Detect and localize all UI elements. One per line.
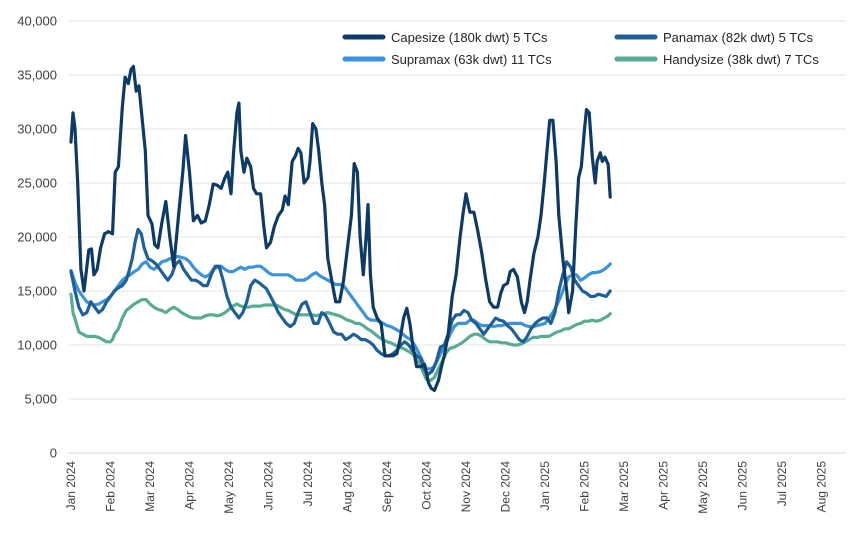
legend-label-supramax: Supramax (63k dwt) 11 TCs xyxy=(391,52,552,67)
y-tick-label: 20,000 xyxy=(17,230,57,245)
legend-item-handysize: Handysize (38k dwt) 7 TCs xyxy=(614,52,819,67)
x-tick-label: Feb 2024 xyxy=(104,461,118,512)
x-tick-label: Nov 2024 xyxy=(459,461,473,513)
legend-label-capesize: Capesize (180k dwt) 5 TCs xyxy=(391,30,548,45)
y-tick-label: 30,000 xyxy=(17,122,57,137)
x-tick-label: Mar 2024 xyxy=(143,461,157,512)
x-tick-label: Jul 2024 xyxy=(301,461,315,507)
series-line-capesize xyxy=(69,64,612,392)
x-tick-label: Apr 2025 xyxy=(657,461,671,510)
x-tick-label: Jan 2025 xyxy=(538,461,552,511)
y-tick-label: 0 xyxy=(50,446,57,461)
legend-label-panamax: Panamax (82k dwt) 5 TCs xyxy=(663,30,814,45)
x-tick-label: May 2025 xyxy=(696,461,710,514)
y-tick-label: 25,000 xyxy=(17,176,57,191)
x-tick-label: May 2024 xyxy=(222,461,236,514)
y-tick-label: 5,000 xyxy=(24,392,57,407)
x-tick-label: Jul 2025 xyxy=(775,461,789,507)
legend-item-panamax: Panamax (82k dwt) 5 TCs xyxy=(614,30,814,45)
y-tick-label: 40,000 xyxy=(17,14,57,29)
x-tick-label: Jun 2024 xyxy=(262,461,276,511)
series-line-panamax xyxy=(69,227,612,376)
legend-label-handysize: Handysize (38k dwt) 7 TCs xyxy=(663,52,819,67)
y-tick-label: 35,000 xyxy=(17,68,57,83)
legend: Capesize (180k dwt) 5 TCs Panamax (82k d… xyxy=(342,30,819,67)
y-tick-label: 10,000 xyxy=(17,338,57,353)
y-axis: 0 5,000 10,000 15,000 20,000 25,000 30,000 35,0… xyxy=(17,14,57,461)
gridlines xyxy=(68,20,846,400)
y-tick-label: 15,000 xyxy=(17,284,57,299)
x-tick-label: Jan 2024 xyxy=(64,461,78,511)
x-tick-label: Aug 2024 xyxy=(341,461,355,513)
x-tick-label: Apr 2024 xyxy=(183,461,197,510)
series-line-handysize xyxy=(69,292,612,383)
x-tick-label: Dec 2024 xyxy=(499,461,513,513)
x-axis: Jan 2024 Feb 2024 Mar 2024 Apr 2024 May 2024… xyxy=(64,461,829,514)
series-line-supramax xyxy=(69,254,612,371)
x-tick-label: Aug 2025 xyxy=(815,461,829,513)
legend-item-capesize: Capesize (180k dwt) 5 TCs xyxy=(342,30,548,45)
x-tick-label: Oct 2024 xyxy=(420,461,434,510)
x-tick-label: Jun 2025 xyxy=(736,461,750,511)
x-tick-label: Sep 2024 xyxy=(380,461,394,513)
legend-item-supramax: Supramax (63k dwt) 11 TCs xyxy=(342,52,552,67)
x-tick-label: Mar 2025 xyxy=(617,461,631,512)
x-tick-label: Feb 2025 xyxy=(578,461,592,512)
series-lines xyxy=(69,64,612,392)
